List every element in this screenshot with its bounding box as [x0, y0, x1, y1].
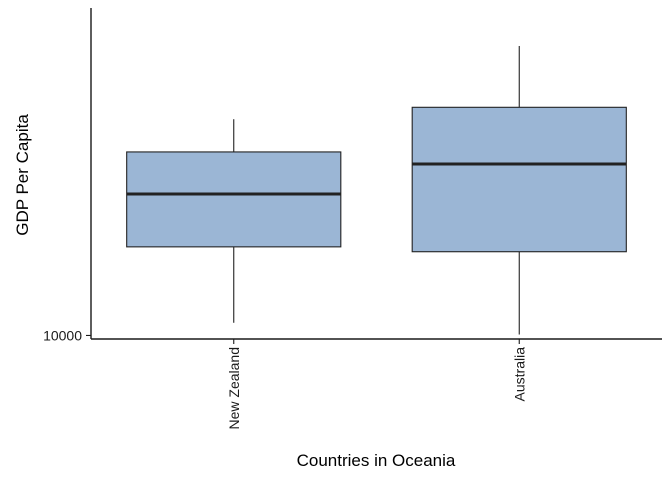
x-ticks: New Zealand Australia — [226, 339, 527, 430]
boxes-layer — [126, 45, 627, 335]
x-axis-title: Countries in Oceania — [297, 451, 456, 470]
box-new-zealand — [126, 151, 342, 248]
box-australia — [411, 106, 627, 253]
x-tick-label: Australia — [511, 347, 527, 402]
y-ticks: 10000 — [43, 327, 91, 343]
x-tick-label: New Zealand — [226, 347, 242, 430]
y-axis-title: GDP Per Capita — [13, 114, 32, 236]
y-tick-label: 10000 — [43, 327, 82, 343]
